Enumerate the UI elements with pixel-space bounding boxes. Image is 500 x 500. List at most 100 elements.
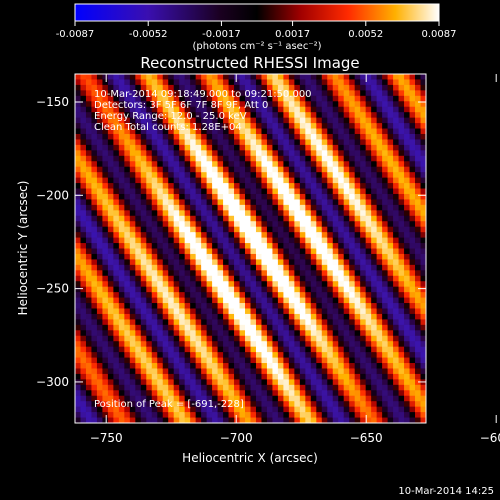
heatmap-cell bbox=[393, 84, 400, 91]
heatmap-cell bbox=[261, 259, 268, 266]
heatmap-cell bbox=[162, 286, 169, 293]
heatmap-cell bbox=[217, 226, 224, 233]
heatmap-cell bbox=[173, 368, 180, 375]
heatmap-cell bbox=[173, 253, 180, 260]
heatmap-cell bbox=[195, 324, 202, 331]
heatmap-cell bbox=[288, 308, 295, 315]
heatmap-cell bbox=[168, 112, 175, 119]
heatmap-cell bbox=[195, 335, 202, 342]
heatmap-cell bbox=[151, 210, 158, 217]
heatmap-cell bbox=[239, 123, 246, 130]
heatmap-cell bbox=[162, 144, 169, 151]
heatmap-cell bbox=[173, 248, 180, 255]
heatmap-cell bbox=[305, 248, 312, 255]
heatmap-cell bbox=[382, 215, 389, 222]
heatmap-cell bbox=[409, 144, 416, 151]
heatmap-cell bbox=[195, 341, 202, 348]
heatmap-cell bbox=[376, 313, 383, 320]
heatmap-cell bbox=[343, 232, 350, 239]
heatmap-cell bbox=[261, 303, 268, 310]
heatmap-cell bbox=[190, 155, 197, 162]
heatmap-cell bbox=[354, 406, 361, 413]
heatmap-cell bbox=[124, 275, 131, 282]
heatmap-cell bbox=[179, 150, 186, 157]
heatmap-cell bbox=[332, 253, 339, 260]
heatmap-cell bbox=[129, 330, 136, 337]
heatmap-cell bbox=[85, 155, 93, 162]
heatmap-cell bbox=[195, 308, 202, 315]
heatmap-cell bbox=[349, 210, 356, 217]
colorbar-ticks: -0.0087 -0.0052 -0.0017 0.0017 0.0052 0.0087 bbox=[56, 21, 457, 40]
heatmap-cell bbox=[206, 188, 213, 195]
heatmap-cell bbox=[135, 324, 142, 331]
heatmap-cell bbox=[184, 188, 191, 195]
heatmap-cell bbox=[140, 253, 147, 260]
heatmap-cell bbox=[415, 232, 422, 239]
heatmap-cell bbox=[365, 79, 372, 86]
heatmap-cell bbox=[420, 292, 426, 299]
heatmap-cell bbox=[75, 144, 82, 151]
heatmap-cell bbox=[80, 139, 87, 146]
heatmap-cell bbox=[206, 270, 213, 277]
heatmap-cell bbox=[212, 221, 219, 228]
heatmap-cell bbox=[266, 324, 274, 331]
heatmap-cell bbox=[283, 106, 290, 113]
heatmap-cell bbox=[393, 384, 400, 391]
heatmap-cell bbox=[228, 368, 235, 375]
heatmap-cell bbox=[96, 248, 104, 255]
heatmap-cell bbox=[118, 379, 125, 386]
heatmap-cell bbox=[365, 330, 372, 337]
heatmap-cell bbox=[195, 237, 202, 244]
heatmap-cell bbox=[75, 221, 82, 228]
heatmap-cell bbox=[173, 406, 180, 413]
heatmap-cell bbox=[261, 155, 268, 162]
heatmap-cell bbox=[80, 363, 87, 370]
heatmap-cell bbox=[332, 363, 339, 370]
heatmap-cell bbox=[195, 303, 202, 310]
heatmap-cell bbox=[332, 232, 339, 239]
heatmap-cell bbox=[239, 335, 246, 342]
heatmap-cell bbox=[310, 297, 317, 304]
heatmap-cell bbox=[190, 79, 197, 86]
heatmap-cell bbox=[102, 303, 109, 310]
heatmap-cell bbox=[239, 259, 246, 266]
heatmap-cell bbox=[206, 319, 213, 326]
heatmap-cell bbox=[124, 243, 131, 250]
heatmap-cell bbox=[113, 177, 120, 184]
heatmap-cell bbox=[228, 74, 235, 81]
heatmap-cell bbox=[190, 281, 197, 288]
heatmap-cell bbox=[266, 363, 274, 370]
heatmap-cell bbox=[332, 395, 339, 402]
heatmap-cell bbox=[245, 335, 252, 342]
heatmap-cell bbox=[217, 313, 224, 320]
heatmap-cell bbox=[217, 324, 224, 331]
heatmap-cell bbox=[288, 313, 295, 320]
heatmap-cell bbox=[420, 248, 426, 255]
heatmap-cell bbox=[195, 264, 202, 271]
heatmap-cell bbox=[415, 253, 422, 260]
heatmap-cell bbox=[327, 395, 334, 402]
heatmap-cell bbox=[409, 275, 416, 282]
heatmap-cell bbox=[415, 95, 422, 102]
heatmap-cell bbox=[195, 74, 202, 81]
heatmap-cell bbox=[327, 412, 334, 419]
heatmap-cell bbox=[294, 253, 301, 260]
heatmap-cell bbox=[212, 226, 219, 233]
heatmap-cell bbox=[179, 286, 186, 293]
heatmap-cell bbox=[360, 90, 367, 97]
heatmap-cell bbox=[365, 112, 372, 119]
heatmap-cell bbox=[223, 395, 230, 402]
heatmap-cell bbox=[305, 226, 312, 233]
heatmap-cell bbox=[146, 363, 153, 370]
heatmap-cell bbox=[239, 341, 246, 348]
heatmap-cell bbox=[234, 357, 241, 364]
heatmap-cell bbox=[299, 144, 306, 151]
heatmap-cell bbox=[206, 324, 213, 331]
heatmap-cell bbox=[118, 270, 125, 277]
heatmap-cell bbox=[415, 373, 422, 380]
heatmap-cell bbox=[140, 123, 147, 130]
heatmap-cell bbox=[277, 188, 284, 195]
heatmap-cell bbox=[299, 368, 306, 375]
heatmap-cell bbox=[382, 406, 389, 413]
heatmap-cell bbox=[354, 210, 361, 217]
